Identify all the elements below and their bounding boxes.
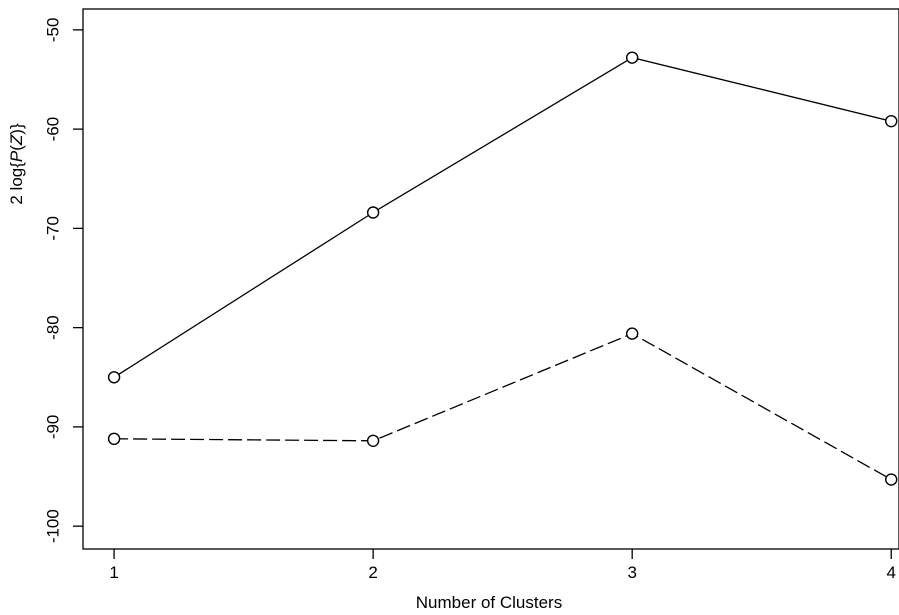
y-axis-title-suffix: )}: [7, 123, 26, 135]
y-axis-title: 2 log{P(Z)}: [7, 123, 26, 205]
series-layer: [107, 51, 898, 486]
y-tick-label: -70: [44, 216, 63, 241]
y-tick-label: -60: [44, 117, 63, 142]
series-2-point: [366, 434, 380, 448]
series-2-point: [107, 432, 121, 446]
series-2-line: [114, 332, 892, 481]
series-2-point: [885, 473, 898, 486]
series-1: [107, 51, 898, 384]
y-tick-label: -100: [44, 509, 63, 543]
series-1-point: [366, 206, 380, 219]
y-axis-title-paren: (: [7, 145, 26, 151]
series-1-point: [625, 51, 639, 64]
y-tick-label: -50: [44, 18, 63, 43]
x-tick-label: 3: [627, 563, 636, 582]
x-axis-ticks: 1 2 3 4: [109, 549, 896, 582]
y-axis-ticks: -50 -60 -70 -80 -90 -100: [44, 18, 83, 543]
series-1-point: [885, 114, 898, 128]
y-tick-label: -90: [44, 415, 63, 440]
y-axis-title-z: Z: [7, 134, 26, 146]
y-tick-label: -80: [44, 315, 63, 340]
x-axis-title: Number of Clusters: [416, 593, 562, 612]
series-1-point: [107, 371, 121, 384]
x-tick-label: 4: [886, 563, 895, 582]
x-tick-label: 2: [368, 563, 377, 582]
x-tick-label: 1: [109, 563, 118, 582]
y-axis-title-prefix: 2 log{: [7, 162, 26, 205]
series-1-line: [113, 56, 892, 378]
plot-area-frame: [82, 8, 899, 550]
y-axis-title-p: P: [7, 150, 26, 162]
series-2: [107, 327, 898, 486]
series-2-point: [625, 327, 639, 340]
